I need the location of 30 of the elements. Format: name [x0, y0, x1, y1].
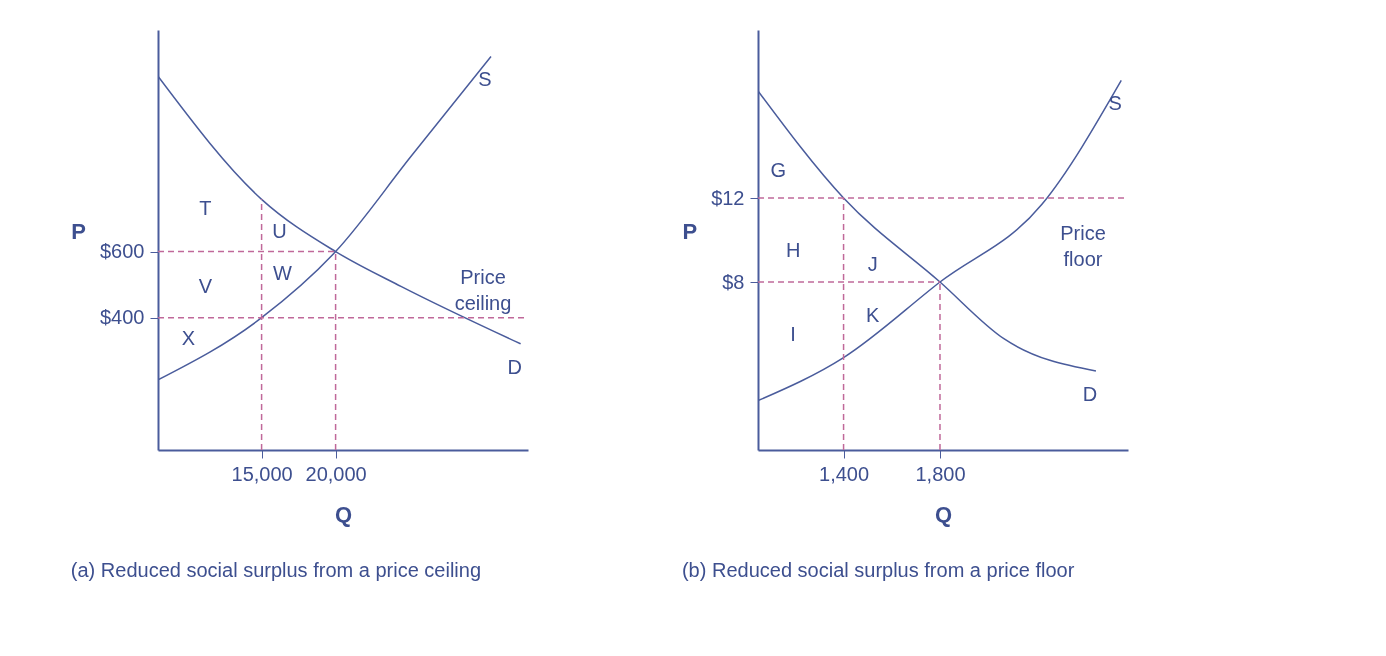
series-label: D	[1082, 383, 1098, 406]
annotation: U	[272, 219, 287, 242]
annotation: G	[770, 158, 787, 181]
series-label: D	[507, 355, 522, 378]
annotation: J	[867, 253, 878, 276]
x-axis-title: Q	[334, 501, 353, 527]
annotation: I	[790, 322, 796, 345]
y-tick-label: $400	[100, 306, 145, 329]
annotation: T	[199, 196, 212, 219]
series-label: S	[1108, 92, 1122, 115]
y-tick-label: $8	[722, 270, 745, 293]
ref-line-label: Price ceiling	[454, 265, 512, 314]
text: (b) Reduced social surplus from a price floor	[681, 559, 1075, 581]
y-axis-title: P	[71, 219, 87, 245]
x-tick-label: 15,000	[231, 462, 293, 485]
y-tick-label: $600	[100, 240, 145, 263]
annotation: X	[181, 326, 196, 349]
x-tick-label: 1,400	[819, 462, 870, 485]
text: (a) Reduced social surplus from a price ceiling	[70, 559, 482, 581]
series-label: S	[478, 68, 492, 91]
annotation: H	[785, 238, 801, 261]
annotation: W	[272, 261, 292, 284]
annotation: K	[866, 303, 881, 326]
annotation: V	[198, 274, 213, 297]
x-tick-label: 1,800	[915, 462, 966, 485]
ref-line-label: Price floor	[1060, 222, 1106, 270]
y-axis-title: P	[682, 219, 698, 245]
y-tick-label: $12	[711, 186, 745, 209]
x-axis-title: Q	[934, 501, 953, 527]
x-tick-label: 20,000	[305, 462, 367, 485]
